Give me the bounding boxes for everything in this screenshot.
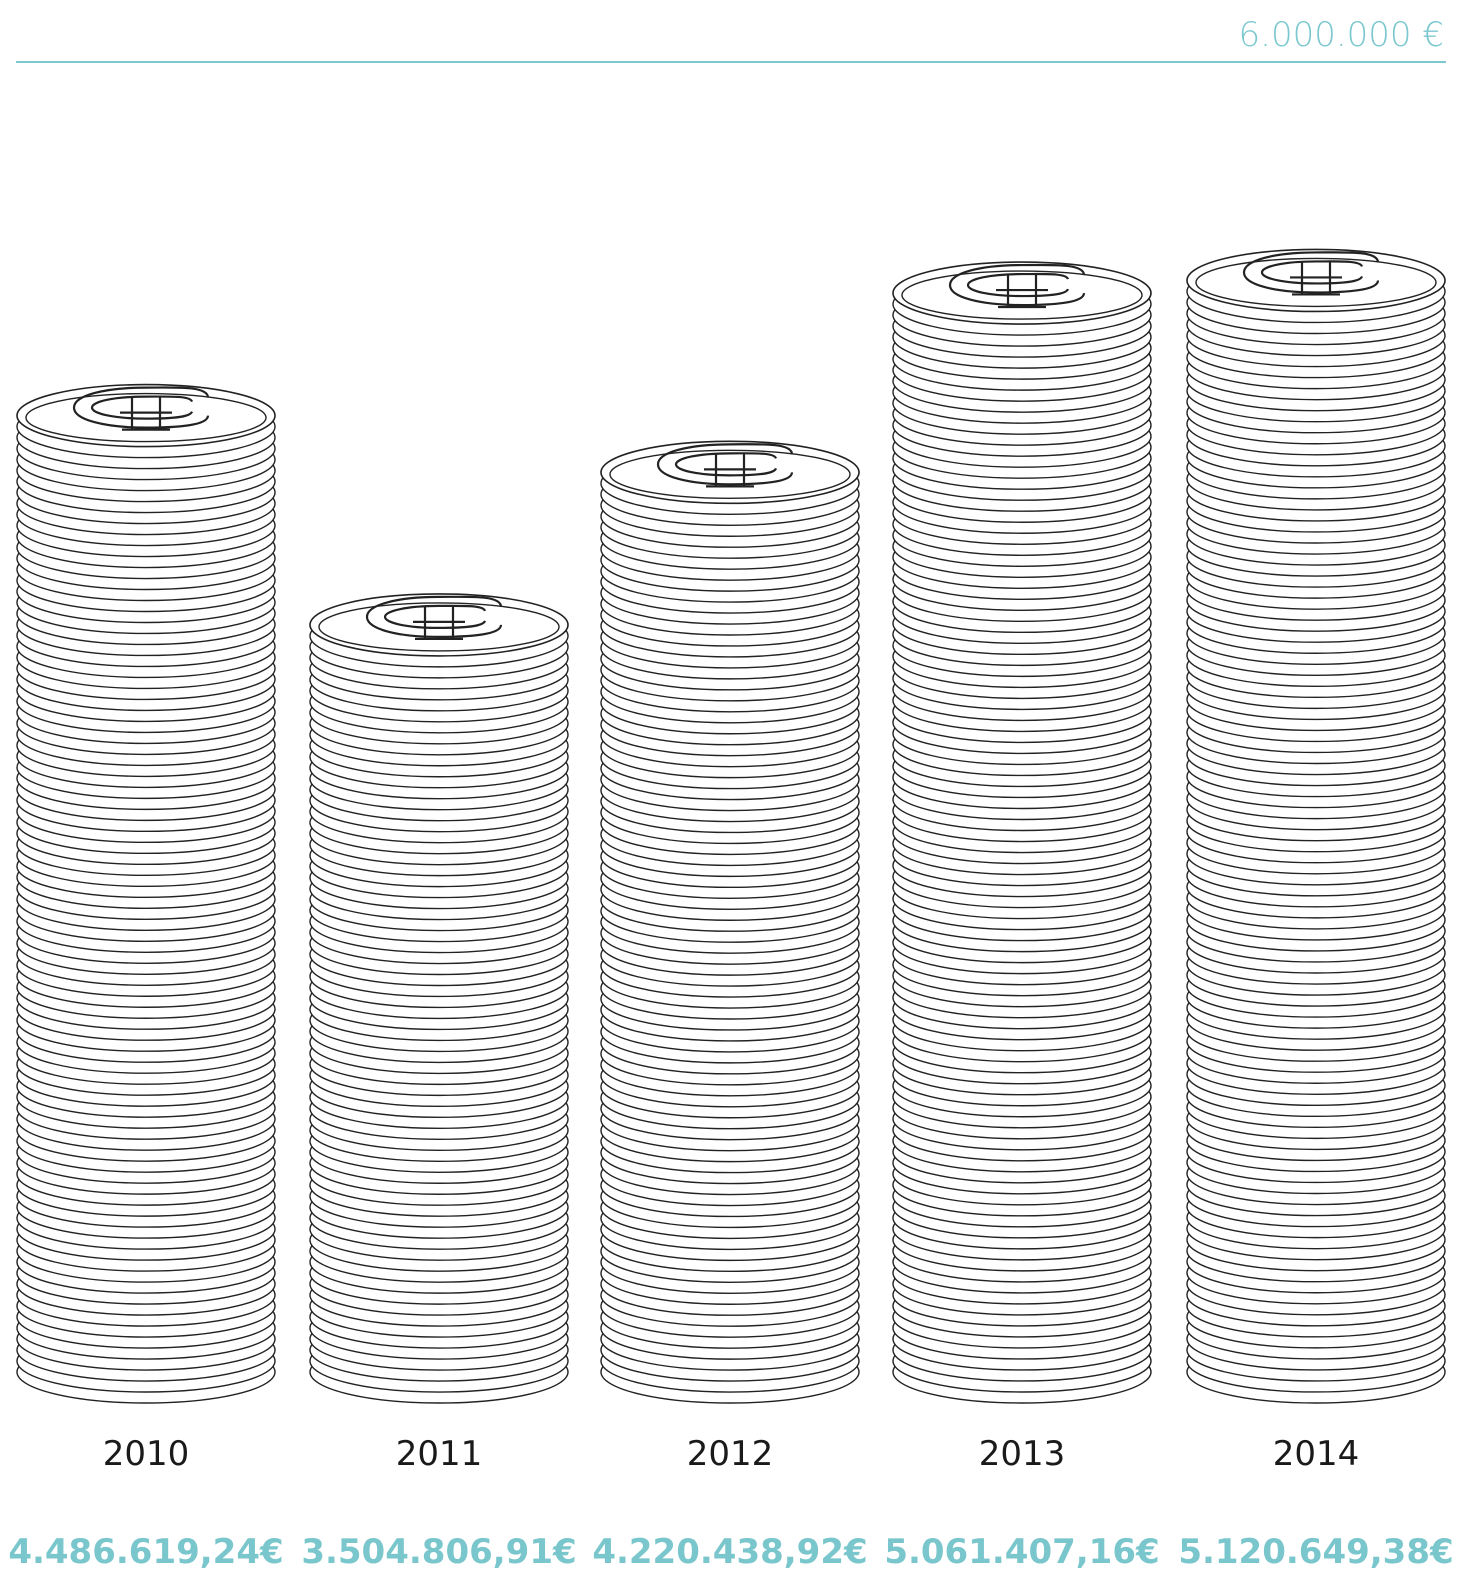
euro-mark-inner	[674, 452, 778, 477]
coin-top	[600, 440, 860, 505]
coin-stacks	[16, 248, 1446, 1404]
x-tick-label-2013: 2013	[979, 1434, 1066, 1474]
reference-line-label: 6.000.000 €	[1239, 15, 1444, 55]
data-label-2012: 4.220.438,92€	[592, 1532, 867, 1572]
coin-top-rim	[609, 449, 851, 500]
data-label-2011: 3.504.806,91€	[301, 1532, 576, 1572]
euro-coin-icon	[948, 263, 1086, 309]
euro-mark-bars	[996, 274, 1048, 309]
euro-mark-inner	[90, 395, 194, 420]
euro-mark-bars	[1290, 261, 1342, 296]
coin-top	[16, 383, 276, 448]
euro-mark-bars	[704, 453, 756, 488]
data-label-2014: 5.120.649,38€	[1178, 1532, 1453, 1572]
euro-coin-icon	[72, 386, 210, 431]
euro-coin-icon	[1242, 251, 1380, 296]
euro-mark-inner	[1260, 260, 1364, 285]
coin-stack-2010	[16, 383, 276, 1404]
coin-top-rim	[901, 270, 1143, 320]
coin-top-rim	[25, 392, 267, 443]
x-tick-label-2011: 2011	[396, 1434, 483, 1474]
x-tick-label-2010: 2010	[103, 1434, 190, 1474]
coin-top-rim	[318, 602, 560, 652]
x-tick-label-2014: 2014	[1273, 1434, 1360, 1474]
coin-stack-2014	[1186, 248, 1446, 1404]
coin-stack-2011	[309, 593, 569, 1404]
coin-stack-2012	[600, 440, 860, 1404]
euro-coin-icon	[656, 443, 794, 488]
coin-top-rim	[1195, 257, 1437, 308]
coin-top	[309, 593, 569, 657]
coin-top	[892, 261, 1152, 325]
euro-coin-icon	[365, 595, 503, 640]
data-label-2013: 5.061.407,16€	[884, 1532, 1159, 1572]
coin-top	[1186, 248, 1446, 313]
euro-mark-bars	[120, 396, 172, 431]
euro-mark-inner	[383, 604, 487, 629]
euro-mark-outer	[1242, 251, 1380, 294]
x-tick-label-2012: 2012	[687, 1434, 774, 1474]
euro-mark-outer	[656, 443, 794, 486]
euro-mark-inner	[966, 272, 1070, 298]
euro-mark-outer	[72, 386, 210, 429]
euro-mark-outer	[365, 595, 503, 638]
euro-mark-outer	[948, 263, 1086, 307]
data-label-2010: 4.486.619,24€	[8, 1532, 283, 1572]
coin-stack-2013	[892, 261, 1152, 1404]
axis-labels: 2010 4.486.619,24€ 2011 3.504.806,91€ 2012 4.…	[8, 1434, 1453, 1572]
euro-mark-bars	[413, 605, 465, 640]
